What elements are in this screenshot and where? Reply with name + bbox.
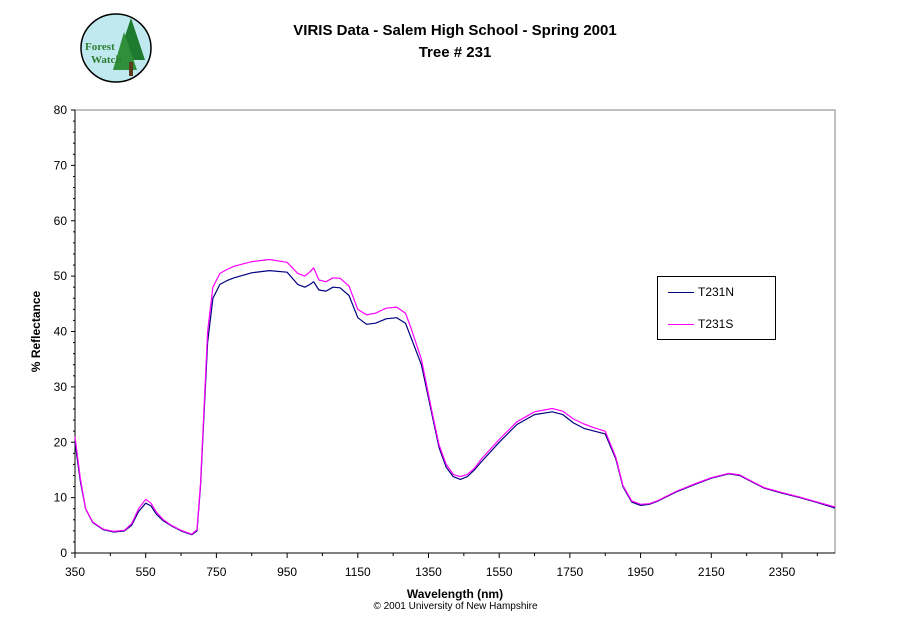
- x-tick-label: 1750: [557, 565, 584, 579]
- x-tick-label: 2350: [769, 565, 796, 579]
- x-tick-label: 350: [65, 565, 85, 579]
- y-tick-label: 20: [54, 435, 68, 449]
- legend: T231N T231S: [657, 276, 776, 340]
- legend-item-t231s: T231S: [668, 317, 733, 331]
- y-tick-label: 60: [54, 214, 68, 228]
- y-tick-label: 40: [54, 325, 68, 339]
- series-line-t231s: [74, 258, 836, 535]
- x-tick-label: 750: [206, 565, 226, 579]
- tree-icon: [113, 32, 137, 70]
- y-tick-label: 10: [54, 491, 68, 505]
- copyright-notice: © 2001 University of New Hampshire: [373, 601, 538, 612]
- x-tick-label: 1950: [627, 565, 654, 579]
- chart-title: VIRIS Data - Salem High School - Spring …: [293, 22, 617, 39]
- y-tick-label: 50: [54, 269, 68, 283]
- y-tick-label: 70: [54, 158, 68, 172]
- logo-text-forest: Forest: [85, 41, 115, 53]
- y-axis-title: % Reflectance: [29, 290, 43, 372]
- x-tick-label: 1150: [345, 565, 371, 579]
- x-tick-label: 2150: [698, 565, 725, 579]
- logo-text-watch: Watch: [91, 54, 122, 66]
- y-tick-label: 0: [60, 546, 67, 560]
- legend-item-t231n: T231N: [668, 285, 734, 299]
- x-tick-label: 1550: [486, 565, 513, 579]
- legend-swatch-t231n: [668, 291, 694, 293]
- x-tick-label: 1350: [415, 565, 442, 579]
- x-tick-label: 950: [277, 565, 297, 579]
- legend-swatch-t231s: [668, 323, 694, 325]
- forest-watch-logo: Forest Watch: [80, 13, 152, 83]
- y-tick-label: 80: [54, 103, 68, 117]
- chart-subtitle: Tree # 231: [418, 44, 492, 61]
- legend-label-t231s: T231S: [698, 317, 734, 331]
- trunk-icon: [129, 62, 133, 76]
- legend-label-t231n: T231N: [698, 285, 735, 299]
- x-axis-title: Wavelength (nm): [407, 587, 503, 601]
- x-tick-label: 550: [136, 565, 156, 579]
- y-tick-label: 30: [54, 380, 68, 394]
